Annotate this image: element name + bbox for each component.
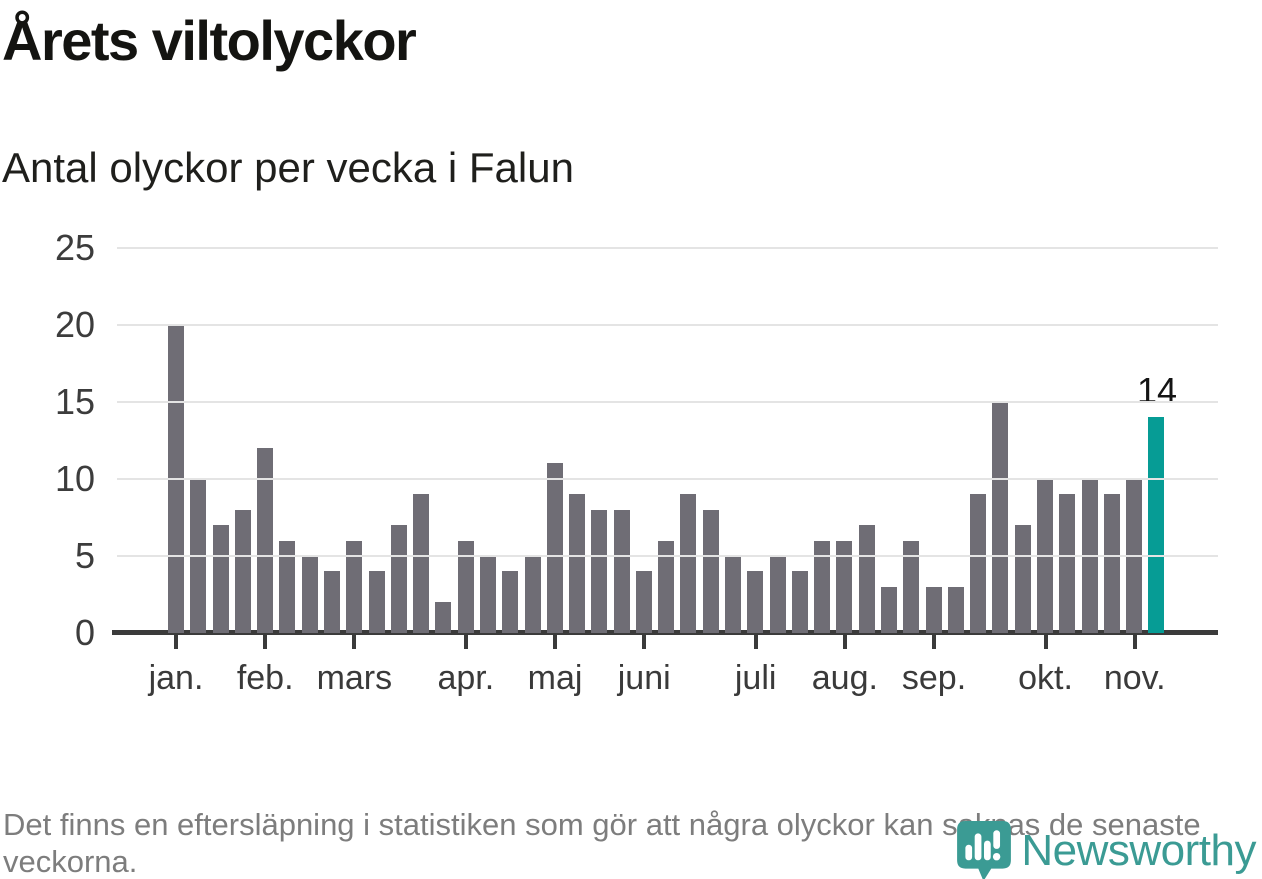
bar-week [747, 571, 764, 633]
bar-week [858, 525, 875, 633]
bar-week [390, 525, 407, 633]
x-axis-month-label: okt. [1018, 659, 1073, 697]
newsworthy-logo: Newsworthy [957, 821, 1256, 879]
gridline-25 [117, 246, 1218, 249]
bar-week [546, 463, 563, 633]
bar-week [524, 555, 541, 633]
bar-week [435, 602, 452, 633]
bar-week [881, 586, 897, 633]
gridline-15 [117, 400, 1218, 403]
page-title: Årets viltolyckor [2, 9, 417, 72]
bar-week [903, 540, 920, 633]
bar-week [925, 586, 942, 633]
x-axis-month-label: juni [617, 659, 671, 697]
gridline-5 [117, 554, 1218, 557]
x-axis-tick [753, 635, 758, 649]
bar-week [457, 540, 474, 633]
bar-week [413, 494, 430, 633]
x-axis-month-label: maj [527, 659, 583, 697]
chart: 14 0 5 10 15 20 25 jan. feb. mars apr. maj juni juli… [0, 225, 1262, 715]
bar-week [323, 571, 340, 633]
bar-week [1014, 525, 1031, 633]
bar-week [613, 509, 630, 633]
bar-week [635, 571, 652, 633]
bars [168, 225, 1165, 633]
x-axis-month-label: sep. [901, 659, 967, 697]
bar-week [346, 540, 363, 633]
chart-subtitle: Antal olyckor per vecka i Falun [2, 144, 574, 191]
bar-week [947, 586, 964, 633]
gridline-10 [117, 477, 1218, 480]
x-axis-month-label: apr. [437, 659, 495, 697]
bar-week [301, 555, 318, 633]
y-axis-label: 15 [54, 380, 95, 422]
x-axis-month-label: juli [734, 659, 777, 697]
y-axis-label: 10 [54, 457, 95, 499]
bar-week [970, 494, 987, 633]
bar-week [992, 401, 1009, 633]
x-axis-tick [263, 635, 268, 649]
bar-week [769, 555, 786, 633]
bar-week [1059, 494, 1076, 633]
newsworthy-pin-barchart-icon [957, 821, 1012, 879]
x-axis-tick [932, 635, 937, 649]
bar-week [1103, 494, 1120, 633]
bar-week [569, 494, 586, 633]
x-axis-month-label: jan. [148, 659, 204, 697]
bar-week [814, 540, 831, 633]
bar-week [702, 509, 719, 633]
x-axis-tick [463, 635, 468, 649]
x-axis-tick [1043, 635, 1048, 649]
bar-week [368, 571, 385, 633]
x-axis-tick [174, 635, 178, 649]
bar-week [479, 555, 496, 633]
x-axis-tick [1132, 635, 1137, 649]
gridline-20 [117, 323, 1218, 326]
y-axis-label: 25 [54, 226, 95, 268]
newsworthy-wordmark: Newsworthy [1021, 826, 1256, 875]
x-axis-month-label: aug. [811, 659, 878, 697]
y-axis-label: 20 [54, 303, 95, 345]
bar-week [836, 540, 853, 633]
highlight-value-label: 14 [1136, 370, 1178, 412]
x-axis-tick [842, 635, 847, 649]
bar-week [279, 540, 296, 633]
bar-week [212, 525, 229, 633]
y-axis-label: 0 [74, 612, 95, 653]
y-axis-label: 5 [74, 534, 95, 576]
bar-week [791, 571, 808, 633]
bar-week [257, 448, 274, 633]
x-axis-tick [642, 635, 647, 649]
bar-week [591, 509, 608, 633]
bar-week [502, 571, 519, 633]
bar-week [725, 555, 742, 633]
bar-week [234, 509, 251, 633]
bar-week-highlight [1148, 417, 1165, 633]
bar-week [680, 494, 697, 633]
x-axis-tick [553, 635, 558, 649]
bar-week [658, 540, 675, 633]
x-axis-month-label: feb. [236, 659, 294, 697]
x-axis-month-label: mars [316, 659, 393, 697]
x-axis-month-label: nov. [1103, 659, 1166, 697]
x-axis-tick [352, 635, 357, 649]
